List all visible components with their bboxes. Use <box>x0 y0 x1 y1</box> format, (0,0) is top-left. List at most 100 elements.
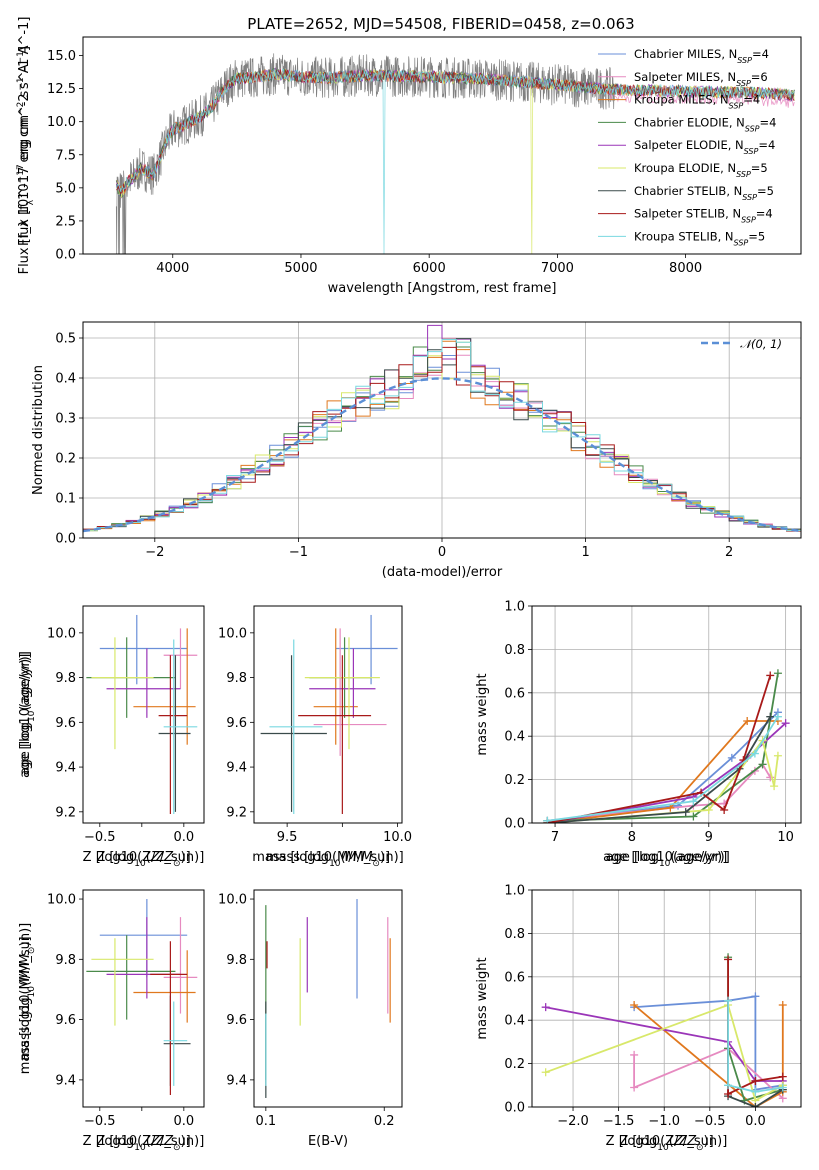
model-line-kroupa-stelib <box>115 68 795 254</box>
y-axis-label: Flux [fλ10−17 erg cm−2 s−1 A−1] <box>16 46 36 246</box>
y-tick-label: 15.0 <box>47 49 76 64</box>
x-tick-label: −2 <box>145 545 164 560</box>
weight-marker <box>766 712 775 721</box>
axes-frame <box>82 36 802 255</box>
legend: 𝒩(0, 1) <box>701 337 782 351</box>
x-tick-label: 0.0 <box>745 1114 766 1129</box>
plot-area <box>86 899 198 1095</box>
weight-marker <box>724 1089 733 1098</box>
normal-curve <box>83 377 801 533</box>
x-tick-label: 0.0 <box>173 830 194 845</box>
x-axis-label: Z [log10(Z/Z⊙)] <box>96 1134 190 1153</box>
y-tick-label: 0.8 <box>504 927 525 942</box>
y-tick-label: 0.5 <box>55 332 76 347</box>
x-tick-label: 10 <box>777 830 794 845</box>
x-tick-label: 0.0 <box>173 1114 194 1129</box>
model-line-salpeter-stelib <box>115 69 795 194</box>
legend-label: Salpeter ELODIE, NSSP=4 <box>634 138 775 156</box>
subplot-3: −0.5 0.0 9.2 9.4 9.6 9.8 10.0 Z [log10(Z/Z_sun)… <box>18 605 205 869</box>
weight-marker <box>630 1001 639 1010</box>
weight-line <box>634 995 783 1091</box>
weight-marker <box>704 805 713 814</box>
y-tick-label: 0.1 <box>55 492 76 507</box>
y-tick-label: 9.8 <box>226 671 247 686</box>
y-axis-label: age [log10(age/yr)] <box>18 651 33 778</box>
y-tick-label: 0.0 <box>504 817 525 832</box>
plot-area <box>260 614 398 815</box>
axes-frame <box>82 889 205 1108</box>
y-tick-label: 5.0 <box>55 181 76 196</box>
y-tick-label: 0.0 <box>55 532 76 547</box>
legend-label: Kroupa STELIB, NSSP=5 <box>634 229 765 247</box>
legend: Chabrier MILES, NSSP=4 Salpeter MILES, NS… <box>598 47 776 247</box>
x-axis-label: mass [log10(M/M_sun)] <box>252 850 404 865</box>
y-tick-label: 9.4 <box>226 1073 247 1088</box>
weight-line <box>727 1000 783 1093</box>
x-tick-label: 9 <box>705 830 713 845</box>
weight-marker <box>751 1076 760 1085</box>
weight-marker <box>773 712 782 721</box>
x-tick-label: 6000 <box>413 261 446 276</box>
hist-step-salpeter-stelib <box>83 346 801 532</box>
weight-marker <box>778 1072 787 1081</box>
y-tick-label: 9.6 <box>55 716 76 731</box>
y-tick-label: 0.0 <box>55 248 76 263</box>
legend-label: Kroupa ELODIE, NSSP=5 <box>634 161 768 179</box>
y-tick-label: 0.0 <box>504 1101 525 1116</box>
weight-marker <box>727 753 736 762</box>
axes-frame <box>82 321 802 539</box>
y-tick-label: 7.5 <box>55 148 76 163</box>
weight-marker <box>778 1001 787 1010</box>
x-tick-label: 0 <box>438 545 446 560</box>
x-axis-label: age [log10(age/yr)] <box>606 850 728 869</box>
y-tick-label: 0.6 <box>504 686 525 701</box>
y-tick-label: 10.0 <box>47 893 76 908</box>
weight-marker <box>751 1103 760 1107</box>
axes-frame <box>253 605 403 824</box>
axes-frame <box>531 605 802 824</box>
x-tick-label: 2 <box>725 545 733 560</box>
subplot-5: 7 8 9 10 0.0 0.2 0.4 0.6 0.8 1.0 age [log10(age/yr… <box>475 600 802 869</box>
x-tick-label: 7000 <box>541 261 574 276</box>
weight-marker <box>751 992 760 1001</box>
weight-marker <box>630 1083 639 1092</box>
y-tick-label: 9.6 <box>226 1013 247 1028</box>
x-axis-label: wavelength [Angstrom, rest frame] <box>328 281 557 296</box>
axes-frame <box>253 889 403 1108</box>
x-tick-label: 4000 <box>156 261 189 276</box>
y-axis-label: Flux [f_λ 10^-17 erg cm^-2 s^-1 A^-1] <box>17 17 32 275</box>
y-tick-label: 9.2 <box>55 805 76 820</box>
weight-line <box>547 716 779 822</box>
figure-title: PLATE=2652, MJD=54508, FIBERID=0458, z=0… <box>247 15 634 33</box>
weight-line <box>547 720 778 823</box>
x-tick-label: −0.5 <box>694 1114 726 1129</box>
y-tick-label: 9.2 <box>226 805 247 820</box>
y-tick-label: 10.0 <box>218 626 247 641</box>
legend-label: Salpeter MILES, NSSP=6 <box>634 70 768 88</box>
subplot-2: −2 −1 0 1 2 0.0 0.1 0.2 0.3 0.4 0.5 (data-model)/er… <box>31 321 802 580</box>
weight-line <box>547 716 772 823</box>
legend-label: Chabrier STELIB, NSSP=5 <box>634 184 774 202</box>
weight-marker <box>724 955 733 964</box>
y-axis-label: mass weight <box>475 673 490 755</box>
axes-frame <box>531 889 802 1108</box>
weight-marker <box>541 1003 550 1012</box>
y-tick-label: 1.0 <box>504 884 525 899</box>
weight-marker <box>689 797 698 806</box>
weight-marker <box>720 805 729 814</box>
x-tick-label: 0.2 <box>374 1114 395 1129</box>
x-axis-label: mass [log10(M/M⊙)] <box>266 850 390 869</box>
weight-marker <box>773 751 782 760</box>
y-axis-label: age [log10(age/yr)] <box>18 654 37 776</box>
x-tick-label: −0.5 <box>84 830 116 845</box>
y-tick-label: 0.3 <box>55 412 76 427</box>
y-tick-label: 9.4 <box>55 1073 76 1088</box>
weight-line <box>545 1003 784 1102</box>
y-tick-label: 9.4 <box>226 761 247 776</box>
x-tick-label: −1.0 <box>648 1114 680 1129</box>
weight-marker <box>766 773 775 782</box>
weight-marker <box>541 1068 550 1077</box>
weight-marker <box>778 1083 787 1092</box>
y-axis-label: mass [log10(M/M_sun)] <box>18 923 33 1075</box>
